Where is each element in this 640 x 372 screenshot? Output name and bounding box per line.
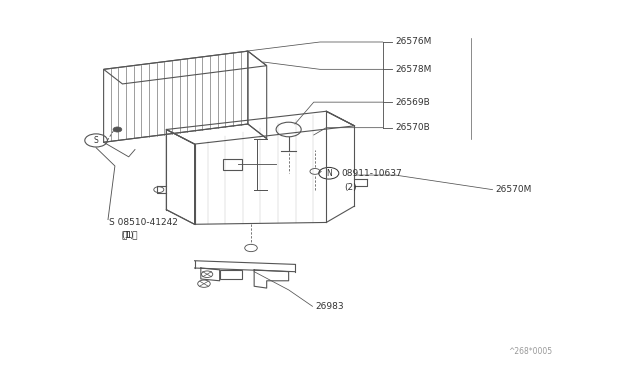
Text: 、1）: 、1） [121, 231, 138, 240]
Text: 26576M: 26576M [396, 38, 431, 46]
Text: 26578M: 26578M [396, 65, 431, 74]
Circle shape [113, 127, 122, 132]
Text: N: N [326, 169, 332, 178]
Text: 08911-10637: 08911-10637 [341, 169, 402, 178]
Text: (1): (1) [121, 231, 134, 240]
Text: (2): (2) [344, 183, 357, 192]
Bar [220, 270, 242, 279]
Text: S: S [93, 136, 99, 145]
Text: ^268*0005: ^268*0005 [508, 347, 552, 356]
Text: 26569B: 26569B [396, 98, 430, 107]
Text: 26570M: 26570M [495, 185, 532, 194]
Text: 26983: 26983 [316, 302, 344, 311]
Text: 26570B: 26570B [396, 123, 430, 132]
Text: S 08510-41242: S 08510-41242 [109, 218, 177, 227]
